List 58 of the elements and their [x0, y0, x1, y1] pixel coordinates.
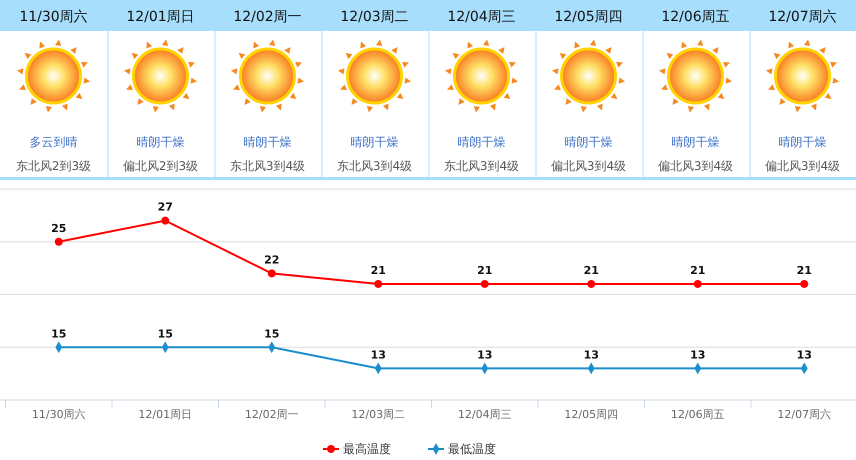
category-label: 12/02周一 — [233, 9, 302, 25]
text: 晴朗干燥 — [564, 135, 612, 149]
text: 东北风3到4级 — [230, 159, 306, 173]
category-label: 12/01周日 — [126, 9, 195, 25]
point — [374, 280, 382, 288]
category-label: 12/05周四 — [554, 9, 623, 25]
text: 东北风3到4级 — [336, 159, 412, 173]
point — [268, 269, 276, 278]
x-tick-label: 12/05周四 — [564, 408, 618, 421]
point — [587, 280, 596, 288]
x-tick-label: 12/06周五 — [670, 408, 725, 421]
category-label: 12/07周六 — [768, 9, 837, 25]
text: 晴朗干燥 — [136, 135, 184, 149]
x-tick-label: 12/02周一 — [244, 408, 299, 421]
data-label: 21 — [370, 264, 386, 277]
x-tick-label: 12/01周日 — [138, 408, 192, 421]
text: 偏北风3到4级 — [550, 159, 626, 173]
text: 东北风3到4级 — [444, 159, 520, 173]
point — [800, 280, 808, 288]
category-label: 11/30周六 — [19, 9, 88, 25]
category-label: 12/03周二 — [340, 9, 409, 25]
data-label: 21 — [584, 264, 599, 277]
legend-label: 最低温度 — [448, 442, 496, 456]
category-label: 12/06周五 — [661, 9, 730, 25]
text: 晴朗干燥 — [350, 135, 398, 149]
data-label: 13 — [370, 348, 386, 362]
data-label: 13 — [584, 348, 599, 362]
text: 东北风2到3级 — [16, 159, 92, 173]
data-label: 15 — [158, 327, 173, 340]
data-label: 13 — [690, 348, 706, 362]
data-label: 13 — [796, 348, 812, 362]
text: 偏北风3到4级 — [658, 159, 734, 173]
data-label: 25 — [51, 222, 66, 235]
text: 晴朗干燥 — [244, 135, 292, 149]
data-label: 15 — [51, 327, 66, 340]
text: 偏北风3到4级 — [764, 159, 840, 173]
point — [480, 280, 489, 288]
text: 晴朗干燥 — [778, 135, 826, 149]
text: 晴朗干燥 — [458, 135, 506, 149]
point — [54, 238, 63, 246]
data-label: 27 — [158, 200, 173, 214]
data-label: 21 — [796, 264, 812, 277]
x-tick-label: 12/04周三 — [458, 408, 512, 421]
text: 晴朗干燥 — [672, 135, 720, 149]
data-label: 21 — [690, 264, 706, 277]
x-tick-label: 11/30周六 — [32, 408, 86, 421]
data-label: 13 — [477, 348, 492, 362]
x-tick-label: 12/03周二 — [351, 408, 406, 421]
data-label: 15 — [264, 327, 280, 340]
data-label: 21 — [477, 264, 492, 277]
text: 多云到晴 — [30, 135, 78, 149]
text: 偏北风2到3级 — [122, 159, 198, 173]
x-tick-label: 12/07周六 — [777, 408, 832, 421]
legend-label: 最高温度 — [343, 442, 391, 456]
point — [161, 216, 170, 225]
data-label: 22 — [264, 253, 280, 266]
category-label: 12/04周三 — [447, 9, 516, 25]
point — [694, 280, 702, 288]
